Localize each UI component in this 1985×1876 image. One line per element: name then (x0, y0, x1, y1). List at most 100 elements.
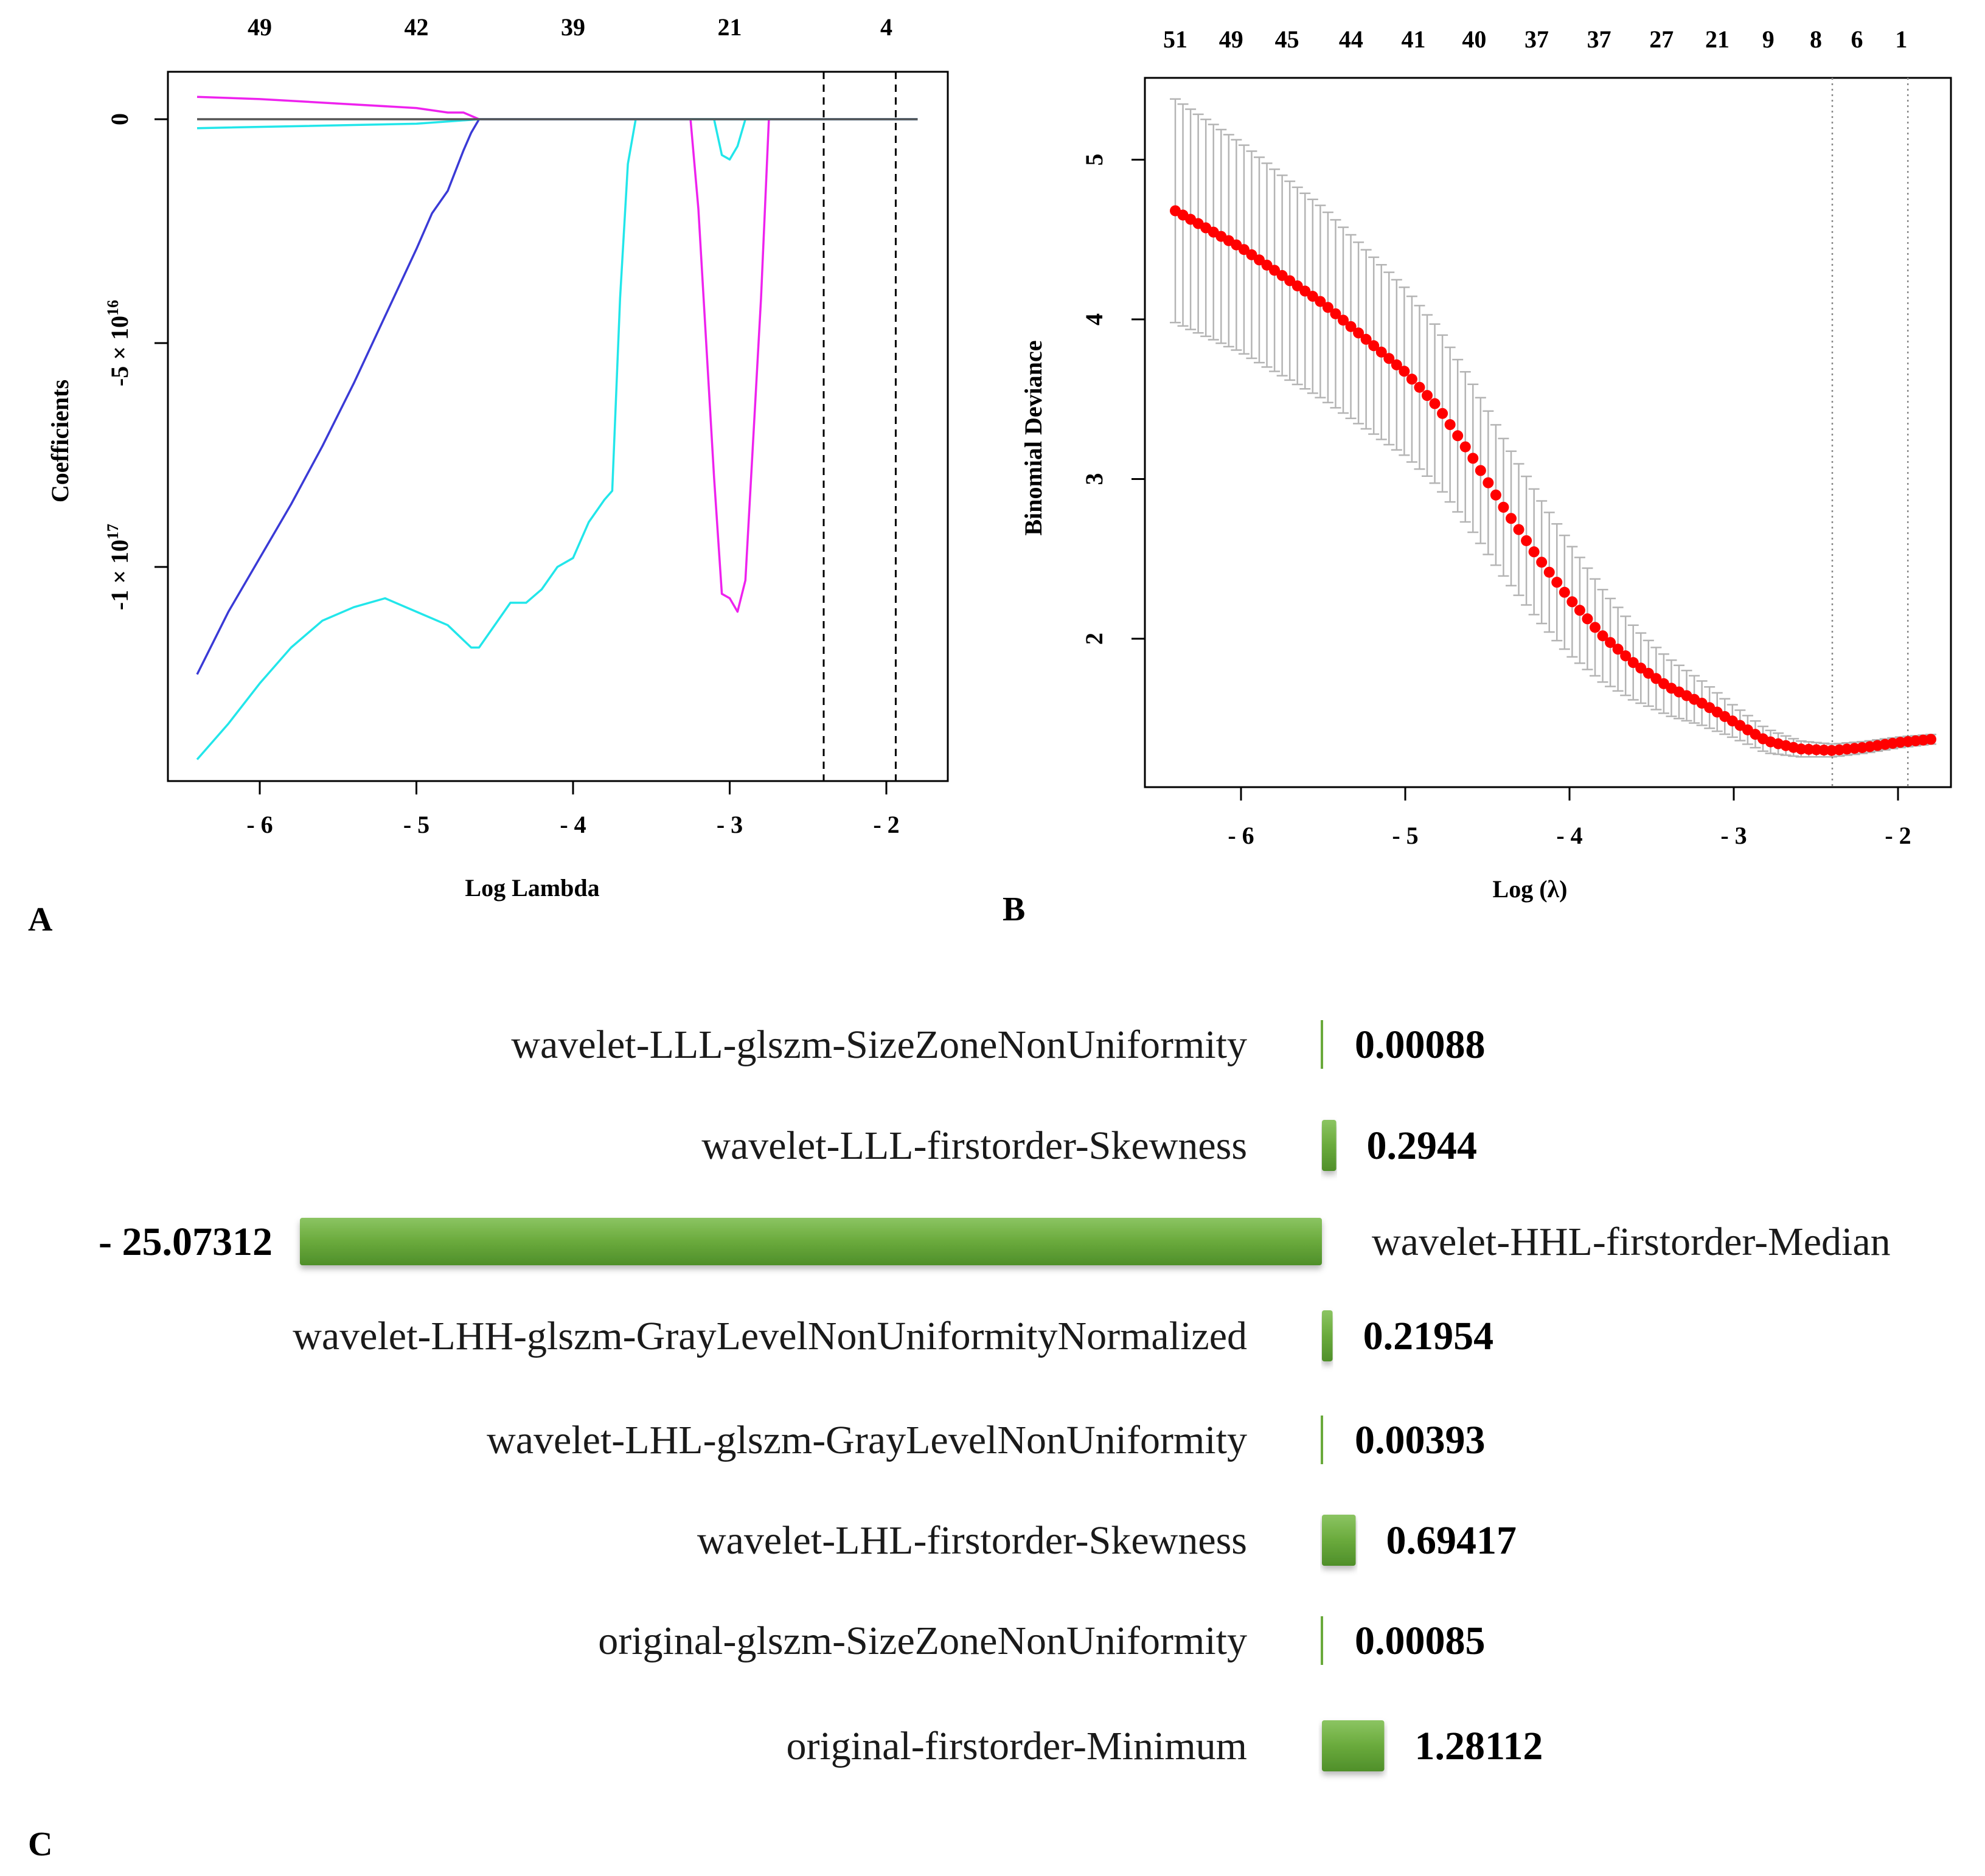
panel-b-top-tick-label: 37 (1587, 26, 1611, 53)
panel-b-point (1475, 465, 1486, 476)
panel-b-point (1254, 254, 1265, 266)
panel-b-point (1513, 524, 1524, 535)
panel-c-feature-name: wavelet-LHL-firstorder-Skewness (697, 1518, 1247, 1563)
panel-b-point (1521, 535, 1532, 546)
panel-b-point (1406, 373, 1417, 385)
panel-b-point (1590, 622, 1601, 633)
panel-a-x-tick-label: - 4 (560, 811, 586, 838)
panel-a-label: A (28, 901, 53, 939)
panel-b-point (1543, 566, 1555, 578)
panel-c-label: C (28, 1826, 52, 1863)
panel-b-point (1429, 398, 1441, 409)
panel-b-point (1650, 673, 1662, 684)
panel-b-y-axis: 2 3 4 5 (1080, 154, 1146, 645)
panel-a-line-feature-cyan (196, 118, 918, 760)
panel-a-y-axis: 0 -5 × 1016 -1 × 1017 (104, 113, 169, 610)
panel-b-x-tick-label: - 6 (1228, 822, 1254, 849)
panel-b-top-tick-label: 40 (1462, 26, 1486, 53)
panel-c-feature-name: original-firstorder-Minimum (786, 1724, 1247, 1768)
panel-b-point (1322, 302, 1333, 313)
panel-a-y-tick-exponent: 16 (104, 300, 122, 316)
panel-b-point (1925, 734, 1936, 745)
panel-c-bar (1322, 1310, 1333, 1361)
panel-a-coefficient-paths: - 6 - 5 - 4 - 3 - 2 49 42 39 21 4 0 -5 × 1016 -1 ×… (28, 13, 949, 939)
panel-b-point (1375, 346, 1387, 358)
panel-b-point (1299, 285, 1311, 297)
panel-b-top-tick-label: 21 (1705, 26, 1729, 53)
panel-b-top-tick-label: 49 (1219, 26, 1243, 53)
panel-c-coefficient-label: 0.00393 (1355, 1418, 1486, 1462)
panel-b-point (1360, 333, 1372, 345)
panel-b-point (1559, 586, 1570, 598)
panel-b-x-axis: - 6 - 5 - 4 - 3 - 2 (1228, 786, 1911, 849)
panel-b-y-tick-label: 4 (1080, 313, 1108, 325)
panel-b-point (1444, 419, 1456, 431)
panel-a-top-axis: 49 42 39 21 4 (248, 13, 892, 41)
panel-b-top-tick-label: 6 (1851, 26, 1863, 53)
panel-a-cutoff-lines (822, 72, 897, 781)
panel-a-x-tick-label: - 2 (873, 811, 899, 838)
panel-b-label: B (1003, 891, 1025, 928)
panel-c-coefficient-label: - 25.07312 (99, 1220, 273, 1264)
panel-a-line-feature-blue (196, 118, 918, 675)
panel-b-point (1291, 280, 1303, 291)
panel-c-coefficient-label: 0.00088 (1355, 1023, 1486, 1067)
panel-b-point (1490, 489, 1501, 501)
panel-c-feature-name: wavelet-HHL-firstorder-Median (1372, 1220, 1891, 1264)
panel-b-point (1643, 667, 1654, 679)
panel-a-x-axis: - 6 - 5 - 4 - 3 - 2 (246, 780, 900, 838)
panel-c-feature-coefficients: wavelet-LLL-glszm-SizeZoneNonUniformity 0… (28, 1020, 1891, 1863)
panel-b-top-tick-label: 44 (1339, 26, 1363, 53)
panel-b-point (1269, 265, 1281, 276)
panel-b-x-tick-label: - 2 (1885, 822, 1911, 849)
panel-b-x-axis-label: Log (λ) (1493, 875, 1568, 903)
panel-a-top-tick-label: 4 (880, 13, 892, 41)
panel-b-cutoff-lines (1831, 78, 1909, 787)
panel-b-plot-box (1144, 77, 1952, 788)
panel-b-point (1383, 353, 1395, 364)
panel-b-point (1414, 381, 1425, 393)
panel-b-points (1170, 205, 1936, 756)
panel-c-coefficient-label: 0.69417 (1386, 1518, 1517, 1563)
panel-b-point (1399, 366, 1410, 377)
panel-b-point (1566, 596, 1578, 608)
panel-b-top-tick-label: 45 (1275, 26, 1299, 53)
panel-b-point (1459, 441, 1471, 453)
panel-b-top-tick-label: 8 (1810, 26, 1822, 53)
panel-b-point (1368, 340, 1380, 352)
panel-a-y-tick-exponent: 17 (104, 524, 122, 540)
panel-b-point (1574, 605, 1585, 616)
panel-b-point (1605, 637, 1616, 648)
panel-b-point (1582, 613, 1593, 625)
panel-b-top-tick-label: 27 (1649, 26, 1674, 53)
panel-a-y-axis-label: Coefficients (46, 380, 74, 502)
panel-c-bar (1322, 1120, 1337, 1171)
panel-b-point (1437, 408, 1448, 419)
panel-b-point (1284, 275, 1296, 287)
panel-a-y-tick-label: 0 (106, 113, 133, 125)
panel-a-top-tick-label: 21 (718, 13, 742, 41)
panel-c-feature-name: wavelet-LLL-firstorder-Skewness (701, 1124, 1247, 1168)
panel-c-bar (300, 1218, 1322, 1265)
panel-a-y-tick-label: -1 × 1017 (104, 524, 133, 610)
panel-b-y-tick-label: 3 (1080, 473, 1108, 485)
panel-c-feature-name: wavelet-LHL-glszm-GrayLevelNonUniformity (487, 1418, 1247, 1462)
panel-b-point (1353, 327, 1364, 339)
panel-b-y-tick-label: 2 (1080, 633, 1108, 645)
panel-a-x-tick-label: - 3 (717, 811, 743, 838)
panel-b-point (1612, 644, 1624, 655)
panel-b-cross-validation: - 6- 5- 4- 3- 2 51 49 45 44 41 40 37 37 27 21 9 8 6 1… (1003, 26, 1952, 928)
panel-a-x-axis-label: Log Lambda (465, 874, 599, 902)
panel-b-x-tick-label: - 4 (1556, 822, 1582, 849)
panel-b-top-tick-label: 1 (1895, 26, 1907, 53)
panel-b-top-tick-label: 51 (1163, 26, 1187, 53)
panel-b-error-bars (1170, 98, 1936, 758)
panel-c-coefficient-label: 0.00085 (1355, 1619, 1486, 1663)
panel-c-rows: wavelet-LLL-glszm-SizeZoneNonUniformity 0… (99, 1020, 1891, 1771)
panel-b-x-tick-label: - 5 (1392, 822, 1418, 849)
panel-b-point (1452, 430, 1464, 442)
panel-a-plot-box (167, 71, 949, 782)
panel-b-point (1498, 501, 1509, 513)
panel-b-point (1338, 314, 1349, 326)
